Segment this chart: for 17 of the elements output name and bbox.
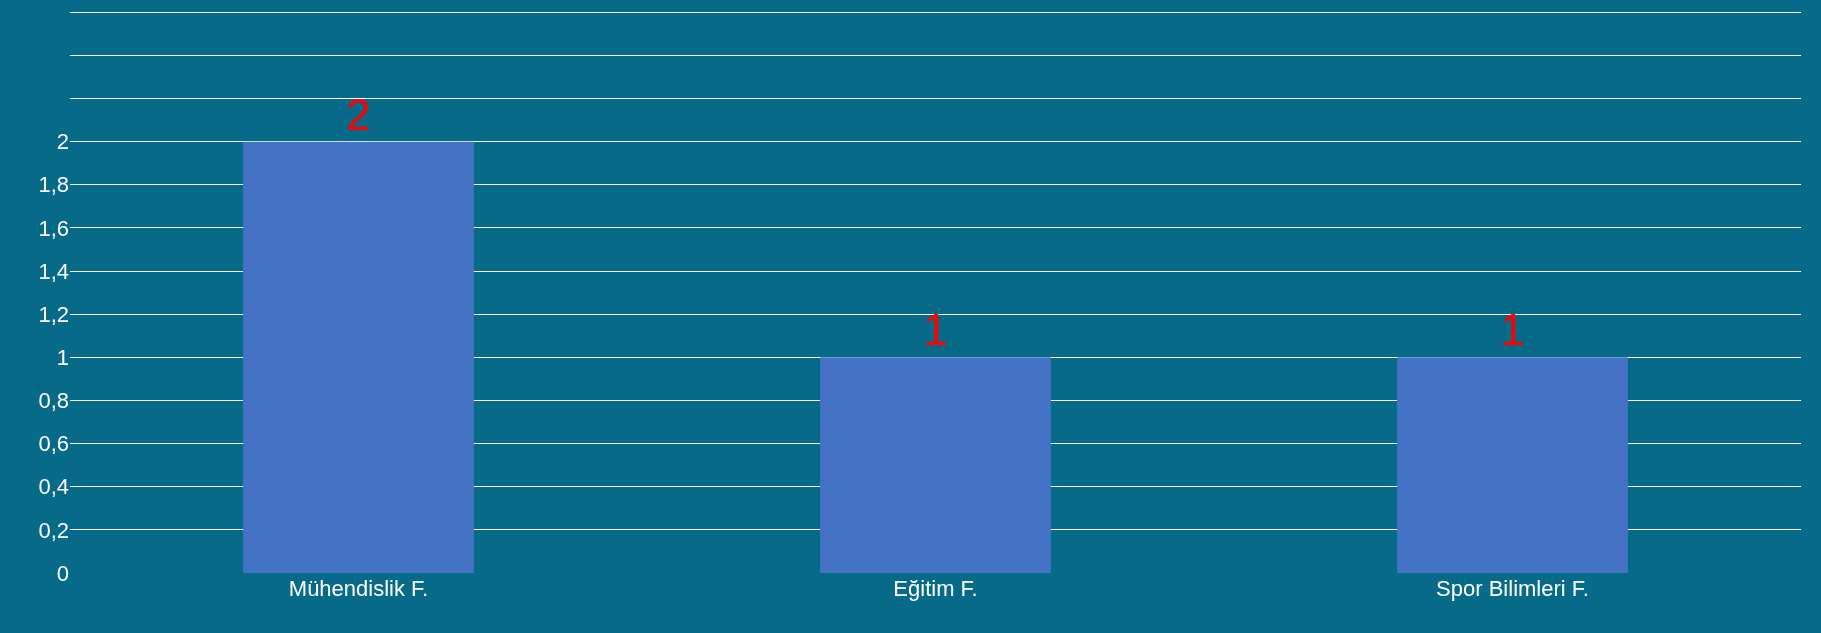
y-tick-label: 1 bbox=[56, 345, 69, 371]
data-label: 1 bbox=[1500, 305, 1525, 355]
y-tick-label: 2 bbox=[56, 129, 69, 155]
y-tick-label: 0,2 bbox=[38, 517, 69, 543]
x-tick-label: Mühendislik F. bbox=[288, 576, 429, 601]
y-tick-label: 0,4 bbox=[38, 474, 69, 500]
y-tick-label: 0 bbox=[56, 560, 69, 586]
y-tick-label: 1,6 bbox=[38, 215, 69, 241]
x-tick-label: Eğitim F. bbox=[893, 576, 978, 601]
data-label: 1 bbox=[923, 305, 948, 355]
y-tick-label: 1,2 bbox=[38, 301, 69, 327]
y-tick-label: 1,4 bbox=[38, 258, 69, 284]
y-tick-label: 0,6 bbox=[38, 431, 69, 457]
x-tick-label: Spor Bilimleri F. bbox=[1436, 576, 1589, 601]
data-label: 2 bbox=[346, 89, 371, 139]
y-tick-label: 1,8 bbox=[38, 172, 69, 198]
y-tick-label: 0,8 bbox=[38, 388, 69, 414]
